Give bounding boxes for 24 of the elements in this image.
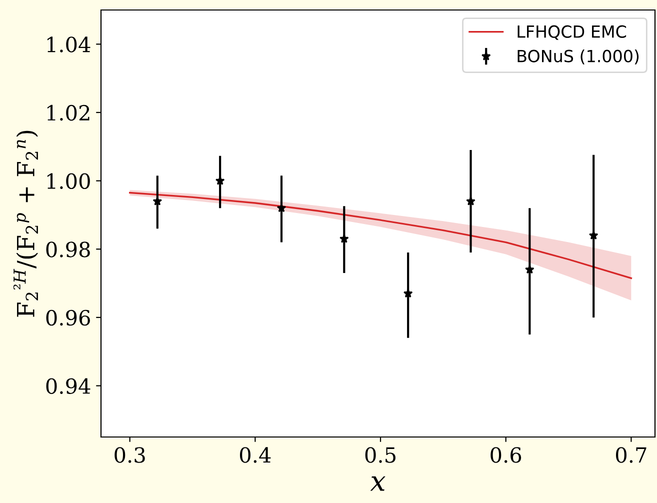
point xyxy=(276,203,286,212)
point xyxy=(466,196,476,206)
y-tick-label: 1.02 xyxy=(47,104,90,121)
legend-label: BONuS (1.000) xyxy=(518,49,639,64)
point xyxy=(340,234,349,243)
point xyxy=(525,264,534,274)
x-tick-label: 0.6 xyxy=(490,447,522,463)
line-series xyxy=(128,192,632,279)
x-tick-label: 0.4 xyxy=(240,447,271,463)
text: F$_{2}$$^{²H}$/(F$_{2}$$^{p}$ + F$_{2}$$^{n}$) xyxy=(13,130,38,317)
x-tick-label: 0.7 xyxy=(616,447,646,463)
y-tick-label: 1.04 xyxy=(47,36,90,52)
legend-label: LFHQCD EMC xyxy=(518,25,626,40)
y-tick-label: 0.96 xyxy=(46,310,90,326)
point xyxy=(215,176,225,185)
y-tick-label: 0.98 xyxy=(46,242,90,258)
point xyxy=(403,288,413,298)
point xyxy=(588,230,598,240)
y-tick-label: 1.00 xyxy=(47,173,90,190)
x-axis-title: x xyxy=(370,476,386,491)
point xyxy=(152,196,162,206)
y-tick-label: 0.94 xyxy=(46,378,90,394)
x-tick-label: 0.3 xyxy=(114,447,145,463)
x-tick-label: 0.5 xyxy=(365,447,396,463)
